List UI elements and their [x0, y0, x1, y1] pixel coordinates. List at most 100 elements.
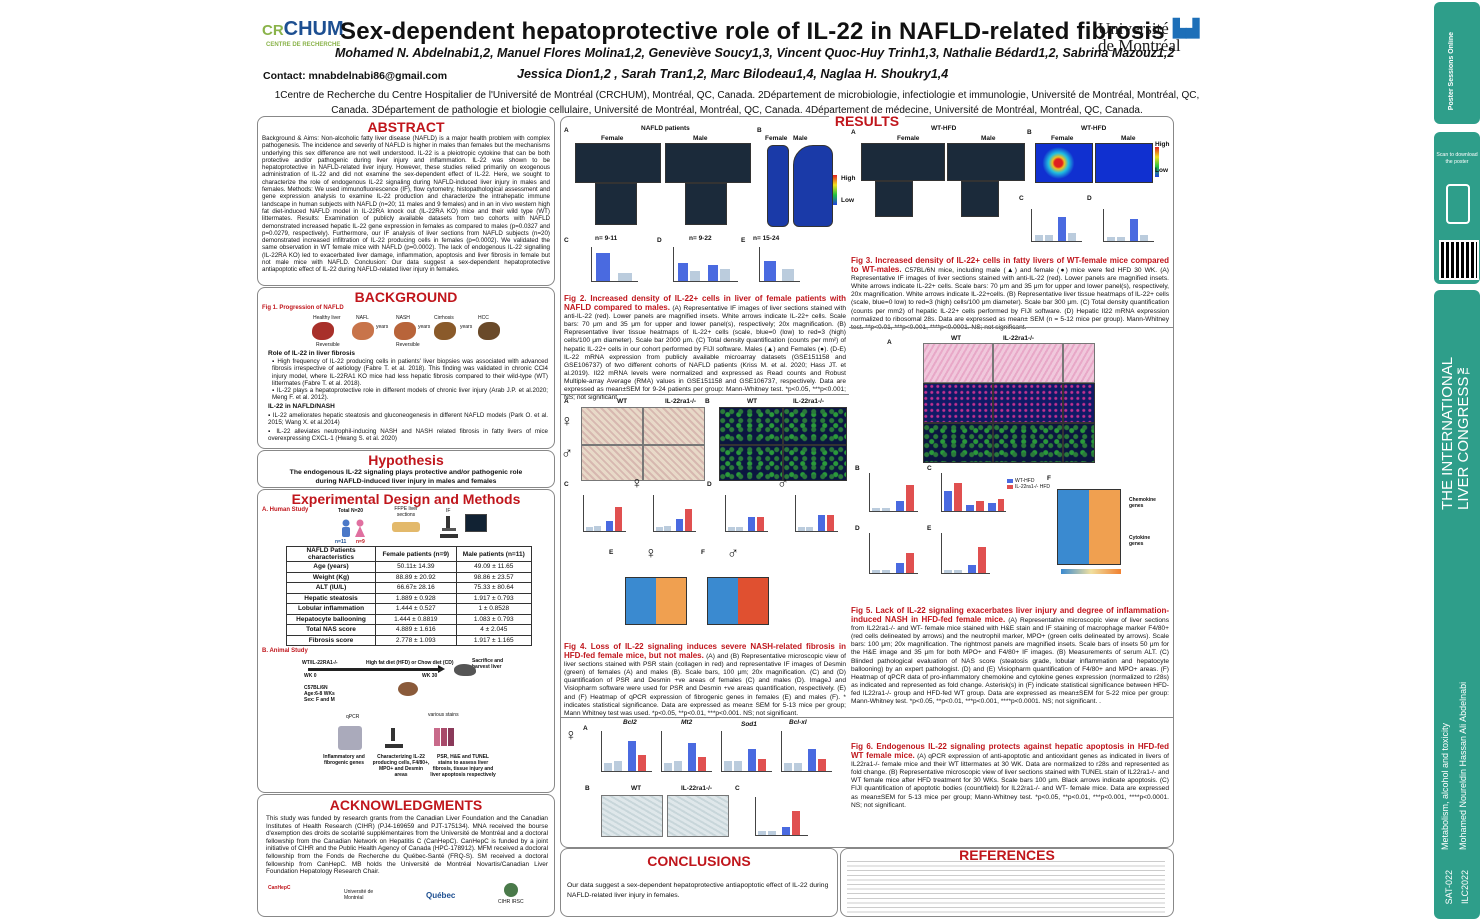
fig2-chart-c: [591, 247, 638, 282]
qpcr-label: qPCR: [346, 714, 360, 720]
fig3-if-male: [947, 143, 1025, 181]
congress-name: THE INTERNATIONAL LIVER CONGRESS™: [1439, 357, 1472, 510]
fig2-n-d: n= 9-22: [689, 235, 712, 242]
fig4-ko-a: IL-22ra1-/-: [665, 398, 697, 405]
fig5-chemokine-label: Chemokine genes: [1129, 497, 1156, 509]
nafld-bullet-2: ▪ IL-22 alleviates neutrophil-inducing N…: [268, 428, 548, 443]
human-study-title: A. Human Study: [262, 507, 309, 513]
fig3-panel-b-label: B: [1027, 129, 1032, 136]
logo-udem: Université de Montréal: [344, 889, 374, 901]
week-0: WK 0: [304, 673, 317, 679]
abstract-text: Background & Aims: Non-alcoholic fatty l…: [262, 135, 550, 274]
hypothesis-title: Hypothesis: [368, 452, 444, 468]
fig2-heatmap-male: [793, 145, 833, 227]
fig2-panel-a-label: A: [564, 127, 569, 134]
fig5-panel-d-label: D: [855, 525, 860, 532]
animal-study-title: B. Animal Study: [262, 648, 308, 654]
logo-cihr: CIHR IRSC: [498, 899, 524, 905]
fig5-ko: IL-22ra1-/-: [1003, 335, 1035, 342]
outcome-3: PSR, H&E and TUNEL stains to assess live…: [430, 754, 496, 778]
fig5-f480-ko: [993, 383, 1063, 423]
qpcr-machine-icon: [338, 726, 362, 750]
role-title: Role of IL-22 in liver fibrosis: [268, 350, 356, 357]
fig4-desmin-ko-female: [783, 407, 847, 445]
fig5-heatmap: [1057, 489, 1121, 565]
fig2-male-label: Male: [693, 135, 708, 142]
fig3-heatmap-female: [1035, 143, 1093, 183]
presenter: Mohamed Noureldin Hassan Ali Abdelnabi: [1458, 681, 1468, 850]
fig3-panel-a-label: A: [851, 129, 856, 136]
fig2-panel-c-label: C: [564, 237, 569, 244]
table-row: Lobular inflammation 1.444 ± 0.527 1 ± 0.8…: [286, 603, 533, 615]
fig6-chart-sod1: [721, 731, 772, 772]
fig3-chart-c: [1031, 209, 1082, 242]
fig3-wthfd-b: WT-HFD: [1081, 125, 1107, 132]
role-bullet-2: ▪ IL-22 plays a hepatoprotective role in…: [272, 387, 548, 402]
fig3-wthfd-a: WT-HFD: [931, 125, 957, 132]
references-list: [847, 861, 1165, 913]
fig5-caption: Fig 5. Lack of IL-22 signaling exacerbat…: [851, 606, 1169, 706]
fig3-male: Male: [981, 135, 996, 142]
scan-label: Scan to download the poster: [1436, 152, 1478, 165]
outcome-2: Characterizing IL-22 producing cells, F4…: [372, 754, 430, 778]
fig4-chart-d1: [725, 495, 768, 532]
fig4-wt-a: WT: [617, 398, 628, 405]
animal-diet-label: High fat diet (HFD) or Chow diet (CD): [366, 660, 454, 666]
timeline-arrow: [308, 668, 438, 671]
fig5-he-inset: [1063, 343, 1095, 383]
results-panel: RESULTS A NAFLD patients Female Male B F…: [560, 113, 1174, 848]
fig6-panel-b-label: B: [585, 785, 590, 792]
table-header-row: NAFLD Patients characteristics Female pa…: [286, 546, 533, 562]
crchum-logo-subtitle: CENTRE DE RECHERCHE: [266, 42, 341, 48]
fig4-wt-b: WT: [747, 398, 758, 405]
fig2-low-label: Low: [841, 197, 854, 204]
fig4-desmin-ko-male: [783, 445, 847, 481]
female-symbol-icon-4: ♀: [565, 727, 577, 744]
sacrifice-label: Sacrifice and harvest liver: [472, 658, 504, 670]
fig4-panel-d-label: D: [707, 481, 712, 488]
fig2-panel-b-label: B: [757, 127, 762, 134]
fig3-if-female: [861, 143, 945, 181]
fig4-desmin-wt-female: [719, 407, 783, 445]
fig2-b-male: Male: [793, 135, 808, 142]
qr-code[interactable]: [1439, 240, 1479, 280]
fig5-panel-a-label: A: [887, 339, 892, 346]
ack-title: ACKNOWLEDGMENTS: [329, 797, 483, 813]
methods-title: Experimental Design and Methods: [291, 491, 521, 507]
patients-table: NAFLD Patients characteristics Female pa…: [286, 546, 533, 646]
fig4-heatmap-female: [625, 577, 687, 625]
fig5-mpo-wt: [923, 423, 993, 463]
conclusions-text: Our data suggest a sex-dependent hepatop…: [567, 882, 829, 899]
fig2-if-female: [575, 143, 661, 183]
outcome-1: Inflammatory and fibrogenic genes: [323, 754, 365, 766]
ack-text: This study was funded by research grants…: [266, 815, 548, 876]
fig5-f480-wt: [923, 383, 993, 423]
table-row: Hepatic steatosis 1.889 ± 0.928 1.917 ± 0.…: [286, 592, 533, 604]
human-n-males: n=11: [335, 539, 347, 545]
bar-female: [596, 253, 610, 281]
fig5-panel-e-label: E: [927, 525, 932, 532]
fig3-inset-male: [961, 181, 999, 217]
mouse-info: C57BL/6N Age:6-8 WKs Sex: F and M: [304, 685, 335, 703]
fig5-wt: WT: [951, 335, 962, 342]
fig6-chart-c: [755, 797, 808, 836]
hypothesis-text: The endogenous IL-22 signaling plays pro…: [289, 469, 523, 485]
fig2-n-e: n= 15-24: [753, 235, 780, 242]
contact-email: Contact: mnabdelnabi86@gmail.com: [263, 70, 448, 82]
methods-panel: Experimental Design and Methods A. Human…: [257, 489, 555, 793]
fig4-psr-wt-female: [581, 407, 643, 445]
fig6-wt: WT: [631, 785, 642, 792]
fig2-nafld-label: NAFLD patients: [641, 125, 690, 132]
fig6-gene-2: Mt2: [681, 719, 693, 726]
if-label: IF: [446, 508, 451, 514]
fig5-chart-c: [941, 473, 1006, 512]
liver-hcc-icon: [478, 322, 500, 340]
table-row: Hepatocyte ballooning 1.444 ± 0.8819 1.083…: [286, 613, 533, 625]
fig5-chart-e: [941, 533, 990, 574]
fig6-gene-4: Bcl-xl: [789, 719, 807, 726]
fig5-mpo-inset: [1063, 423, 1095, 463]
hypothesis-panel: Hypothesis The endogenous IL-22 signalin…: [257, 450, 555, 488]
fig3-high-label: High: [1155, 141, 1170, 148]
sidebar-congress-block: THE INTERNATIONAL LIVER CONGRESS™ Metabo…: [1434, 290, 1480, 919]
udem-logo: Université ▙▟ de Montréal: [1098, 19, 1200, 55]
